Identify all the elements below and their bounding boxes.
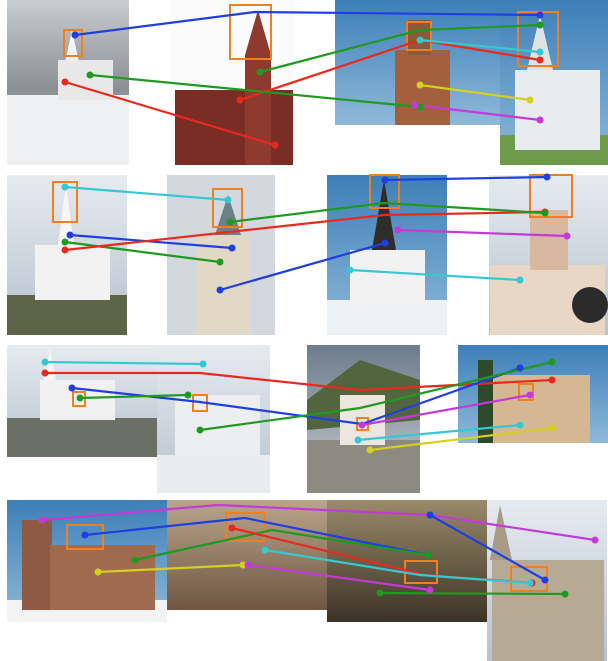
statue [572, 287, 608, 323]
match-point [549, 377, 556, 384]
match-point [544, 174, 551, 181]
photo [489, 175, 608, 335]
match-point [382, 240, 389, 247]
ground [7, 295, 127, 335]
match-point [42, 370, 49, 377]
match-point [549, 425, 556, 432]
match-point [395, 227, 402, 234]
tower [22, 520, 52, 610]
church [175, 90, 293, 165]
match-line [65, 212, 545, 250]
church [35, 245, 110, 300]
church [515, 70, 600, 150]
match-point [62, 184, 69, 191]
match-point [42, 359, 49, 366]
match-point [347, 267, 354, 274]
match-point [542, 210, 549, 217]
match-point [132, 557, 139, 564]
match-point [417, 82, 424, 89]
match-point [82, 532, 89, 539]
match-point [427, 512, 434, 519]
match-point [517, 277, 524, 284]
page: {} [0, 0, 608, 661]
match-point [227, 219, 234, 226]
match-point [564, 233, 571, 240]
match-point [367, 447, 374, 454]
match-point [427, 587, 434, 594]
match-point [237, 97, 244, 104]
match-point [517, 422, 524, 429]
match-point [425, 552, 432, 559]
match-point [359, 422, 366, 429]
match-point [67, 232, 74, 239]
match-point [377, 590, 384, 597]
match-point [542, 577, 549, 584]
street [307, 440, 420, 493]
match-point [185, 392, 192, 399]
match-point [382, 177, 389, 184]
match-point [62, 239, 69, 246]
match-point [537, 49, 544, 56]
match-point [62, 79, 69, 86]
match-point [217, 287, 224, 294]
match-point [200, 361, 207, 368]
match-point [262, 547, 269, 554]
match-point [537, 117, 544, 124]
deck [7, 418, 157, 457]
match-point [229, 245, 236, 252]
match-point [257, 69, 264, 76]
match-point [517, 365, 524, 372]
church [350, 250, 425, 305]
photo [170, 0, 295, 165]
match-point [592, 537, 599, 544]
photo [500, 0, 608, 165]
snow [7, 95, 129, 165]
match-point [412, 102, 419, 109]
match-point [77, 395, 84, 402]
match-point [229, 525, 236, 532]
figure [0, 0, 608, 661]
match-point [537, 22, 544, 29]
photo [7, 175, 127, 335]
photo [157, 345, 270, 493]
match-point [527, 392, 534, 399]
match-point [355, 437, 362, 444]
match-point [62, 247, 69, 254]
tower [195, 235, 250, 335]
match-point [225, 197, 232, 204]
photo-bg [167, 500, 327, 610]
match-point [527, 97, 534, 104]
photo [7, 500, 167, 622]
match-point [72, 32, 79, 39]
match-point [95, 569, 102, 576]
match-point [39, 517, 46, 524]
snow [327, 300, 447, 335]
match-point [87, 72, 94, 79]
match-point [549, 359, 556, 366]
match-point [562, 591, 569, 598]
church [50, 545, 155, 610]
match-point [245, 562, 252, 569]
match-point [537, 12, 544, 19]
match-point [527, 580, 534, 587]
snow [157, 455, 270, 493]
photo [167, 500, 327, 610]
match-point [537, 57, 544, 64]
match-point [417, 37, 424, 44]
match-point [69, 385, 76, 392]
match-line [380, 593, 565, 594]
match-point [272, 142, 279, 149]
match-point [217, 259, 224, 266]
match-point [197, 427, 204, 434]
tower [530, 210, 568, 270]
